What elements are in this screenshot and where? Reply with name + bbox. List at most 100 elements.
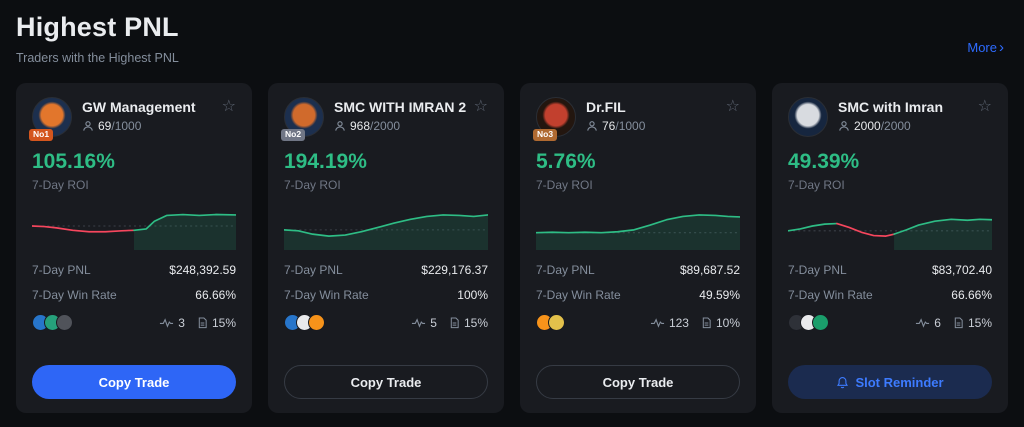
pnl-row: 7-Day PNL $89,687.52 bbox=[536, 263, 740, 277]
pnl-row: 7-Day PNL $248,392.59 bbox=[32, 263, 236, 277]
performance-sparkline bbox=[788, 218, 992, 250]
win-rate-label: 7-Day Win Rate bbox=[788, 288, 873, 302]
trader-cards: No1 GW Management 69/1000 ☆ 105.16% 7-Da… bbox=[16, 83, 1008, 413]
person-icon bbox=[587, 121, 597, 131]
copy-trade-label: Copy Trade bbox=[98, 374, 170, 390]
meta-row: 123 10% bbox=[536, 314, 740, 331]
copy-trade-label: Copy Trade bbox=[350, 374, 422, 390]
trader-info: GW Management 69/1000 bbox=[82, 97, 236, 133]
coin-list bbox=[284, 314, 325, 331]
trades-count: 3 bbox=[178, 315, 185, 330]
coin-icon bbox=[812, 314, 829, 331]
trader-card: No1 GW Management 69/1000 ☆ 105.16% 7-Da… bbox=[16, 83, 252, 413]
trades-count: 5 bbox=[430, 315, 437, 330]
roi-label: 7-Day ROI bbox=[536, 178, 593, 192]
person-icon bbox=[335, 121, 345, 131]
favorite-star-icon[interactable]: ☆ bbox=[221, 98, 236, 115]
card-header: No2 SMC WITH IMRAN 2 968/2000 ☆ bbox=[281, 97, 488, 141]
trader-name[interactable]: SMC WITH IMRAN 2 bbox=[334, 99, 467, 115]
performance-sparkline bbox=[284, 214, 488, 250]
pnl-label: 7-Day PNL bbox=[284, 263, 343, 277]
favorite-star-icon[interactable]: ☆ bbox=[977, 98, 992, 115]
win-rate-row: 7-Day Win Rate 100% bbox=[284, 288, 488, 302]
trader-card: SMC with Imran 2000/2000 ☆ 49.39% 7-Day … bbox=[772, 83, 1008, 413]
trader-info: SMC WITH IMRAN 2 968/2000 bbox=[334, 97, 488, 133]
trades-count: 6 bbox=[934, 315, 941, 330]
pnl-value: $229,176.37 bbox=[421, 263, 488, 277]
meta-stats: 5 15% bbox=[411, 316, 488, 330]
win-rate-label: 7-Day Win Rate bbox=[536, 288, 621, 302]
trader-card: No3 Dr.FIL 76/1000 ☆ 5.76% 7-Day ROI 7-D… bbox=[520, 83, 756, 413]
trades-icon bbox=[411, 317, 426, 328]
win-rate-value: 49.59% bbox=[699, 288, 740, 302]
pnl-label: 7-Day PNL bbox=[32, 263, 91, 277]
trader-avatar[interactable]: No2 bbox=[281, 97, 324, 141]
copier-slots: 968/2000 bbox=[334, 119, 488, 133]
copy-trade-label: Copy Trade bbox=[602, 374, 674, 390]
trader-avatar[interactable]: No1 bbox=[29, 97, 72, 141]
card-header: SMC with Imran 2000/2000 ☆ bbox=[788, 97, 992, 137]
copy-trade-button[interactable]: Copy Trade bbox=[536, 365, 740, 399]
person-icon bbox=[83, 121, 93, 131]
page-title: Highest PNL bbox=[16, 12, 179, 42]
rank-badge: No1 bbox=[29, 128, 54, 141]
trades-icon bbox=[915, 317, 930, 328]
roi-value: 194.19% bbox=[284, 150, 367, 173]
profit-share-icon bbox=[953, 316, 964, 329]
coin-icon bbox=[56, 314, 73, 331]
roi-value: 105.16% bbox=[32, 150, 115, 173]
meta-stats: 123 10% bbox=[650, 316, 740, 330]
copier-slots: 69/1000 bbox=[82, 119, 236, 133]
win-rate-value: 100% bbox=[457, 288, 488, 302]
roi-label: 7-Day ROI bbox=[284, 178, 341, 192]
slot-reminder-button[interactable]: Slot Reminder bbox=[788, 365, 992, 399]
pnl-value: $248,392.59 bbox=[169, 263, 236, 277]
profit-share-value: 15% bbox=[211, 315, 236, 330]
win-rate-row: 7-Day Win Rate 49.59% bbox=[536, 288, 740, 302]
rank-badge: No2 bbox=[281, 128, 306, 141]
roi-value: 49.39% bbox=[788, 150, 860, 173]
copy-trade-button[interactable]: Copy Trade bbox=[284, 365, 488, 399]
slots-total: /2000 bbox=[370, 119, 401, 133]
copier-slots: 2000/2000 bbox=[838, 119, 992, 133]
win-rate-value: 66.66% bbox=[195, 288, 236, 302]
coin-list bbox=[536, 314, 565, 331]
profit-share-value: 15% bbox=[463, 315, 488, 330]
more-link[interactable]: More › bbox=[967, 40, 1004, 55]
favorite-star-icon[interactable]: ☆ bbox=[725, 98, 740, 115]
meta-stats: 3 15% bbox=[159, 316, 236, 330]
slots-total: /1000 bbox=[111, 119, 142, 133]
coin-icon bbox=[308, 314, 325, 331]
slot-reminder-label: Slot Reminder bbox=[855, 374, 944, 390]
roi-value: 5.76% bbox=[536, 150, 596, 173]
coin-list bbox=[32, 314, 73, 331]
profit-share-icon bbox=[197, 316, 208, 329]
meta-row: 6 15% bbox=[788, 314, 992, 331]
slots-used: 69 bbox=[98, 119, 112, 133]
trader-avatar[interactable] bbox=[788, 97, 828, 137]
slots-used: 2000 bbox=[854, 119, 881, 133]
copy-trade-button[interactable]: Copy Trade bbox=[32, 365, 236, 399]
win-rate-label: 7-Day Win Rate bbox=[284, 288, 369, 302]
profit-share-icon bbox=[701, 316, 712, 329]
pnl-label: 7-Day PNL bbox=[788, 263, 847, 277]
rank-badge: No3 bbox=[533, 128, 558, 141]
highest-pnl-section: Highest PNL Traders with the Highest PNL… bbox=[16, 12, 1008, 413]
win-rate-row: 7-Day Win Rate 66.66% bbox=[788, 288, 992, 302]
copier-slots: 76/1000 bbox=[586, 119, 740, 133]
roi-label: 7-Day ROI bbox=[32, 178, 89, 192]
trader-card: No2 SMC WITH IMRAN 2 968/2000 ☆ 194.19% … bbox=[268, 83, 504, 413]
trader-name[interactable]: GW Management bbox=[82, 99, 196, 115]
meta-row: 5 15% bbox=[284, 314, 488, 331]
pnl-value: $89,687.52 bbox=[679, 263, 740, 277]
bell-icon bbox=[837, 376, 849, 388]
chevron-right-icon: › bbox=[999, 39, 1004, 56]
profit-share-icon bbox=[449, 316, 460, 329]
trader-name[interactable]: Dr.FIL bbox=[586, 99, 626, 115]
pnl-row: 7-Day PNL $229,176.37 bbox=[284, 263, 488, 277]
profit-share-value: 10% bbox=[715, 315, 740, 330]
performance-sparkline bbox=[32, 213, 236, 250]
trader-avatar[interactable]: No3 bbox=[533, 97, 576, 141]
favorite-star-icon[interactable]: ☆ bbox=[473, 98, 488, 115]
trader-name[interactable]: SMC with Imran bbox=[838, 99, 944, 115]
